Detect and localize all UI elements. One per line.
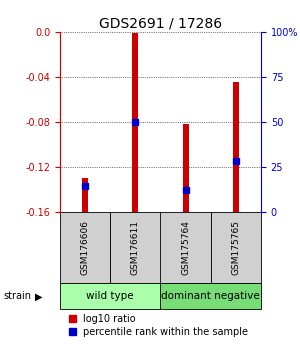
Legend: log10 ratio, percentile rank within the sample: log10 ratio, percentile rank within the … — [69, 314, 248, 337]
Bar — [160, 212, 211, 284]
Text: wild type: wild type — [86, 291, 134, 302]
Text: strain: strain — [3, 291, 31, 302]
Bar — [183, 124, 189, 212]
Bar — [233, 82, 239, 212]
Bar — [82, 178, 88, 212]
Text: ▶: ▶ — [34, 291, 42, 302]
Bar — [211, 212, 261, 284]
Bar — [110, 212, 160, 284]
Bar — [160, 284, 261, 309]
Title: GDS2691 / 17286: GDS2691 / 17286 — [99, 17, 222, 31]
Bar — [60, 284, 160, 309]
Text: GSM176611: GSM176611 — [131, 220, 140, 275]
Bar — [132, 33, 138, 212]
Text: GSM175765: GSM175765 — [231, 220, 240, 275]
Text: GSM175764: GSM175764 — [181, 220, 190, 275]
Bar — [60, 212, 110, 284]
Text: GSM176606: GSM176606 — [81, 220, 90, 275]
Text: dominant negative: dominant negative — [161, 291, 260, 302]
